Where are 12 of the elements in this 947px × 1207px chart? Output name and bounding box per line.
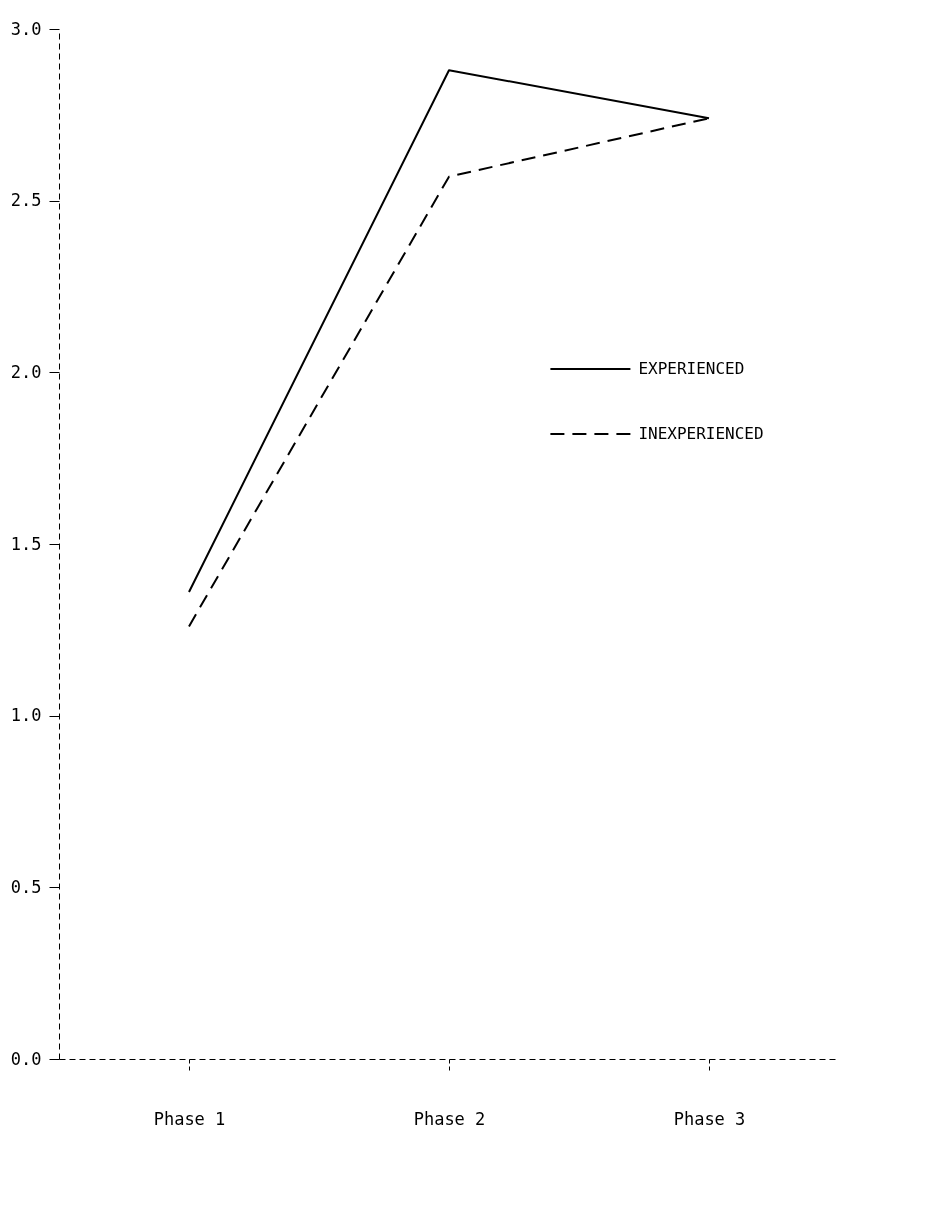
legend-label: EXPERIENCED xyxy=(638,358,745,378)
x-tick-label: Phase 3 xyxy=(673,1108,746,1129)
legend-label: INEXPERIENCED xyxy=(638,423,764,443)
y-tick-label: 0.0 xyxy=(10,1048,42,1069)
x-tick-label: Phase 2 xyxy=(413,1108,486,1129)
y-tick-label: 3.0 xyxy=(10,18,42,39)
y-tick-label: 1.0 xyxy=(10,705,42,726)
y-tick-label: 2.0 xyxy=(10,361,42,382)
y-tick-label: 1.5 xyxy=(10,533,42,554)
x-tick-label: Phase 1 xyxy=(153,1108,226,1129)
y-tick-label: 0.5 xyxy=(10,876,42,897)
y-tick-label: 2.5 xyxy=(10,190,42,211)
